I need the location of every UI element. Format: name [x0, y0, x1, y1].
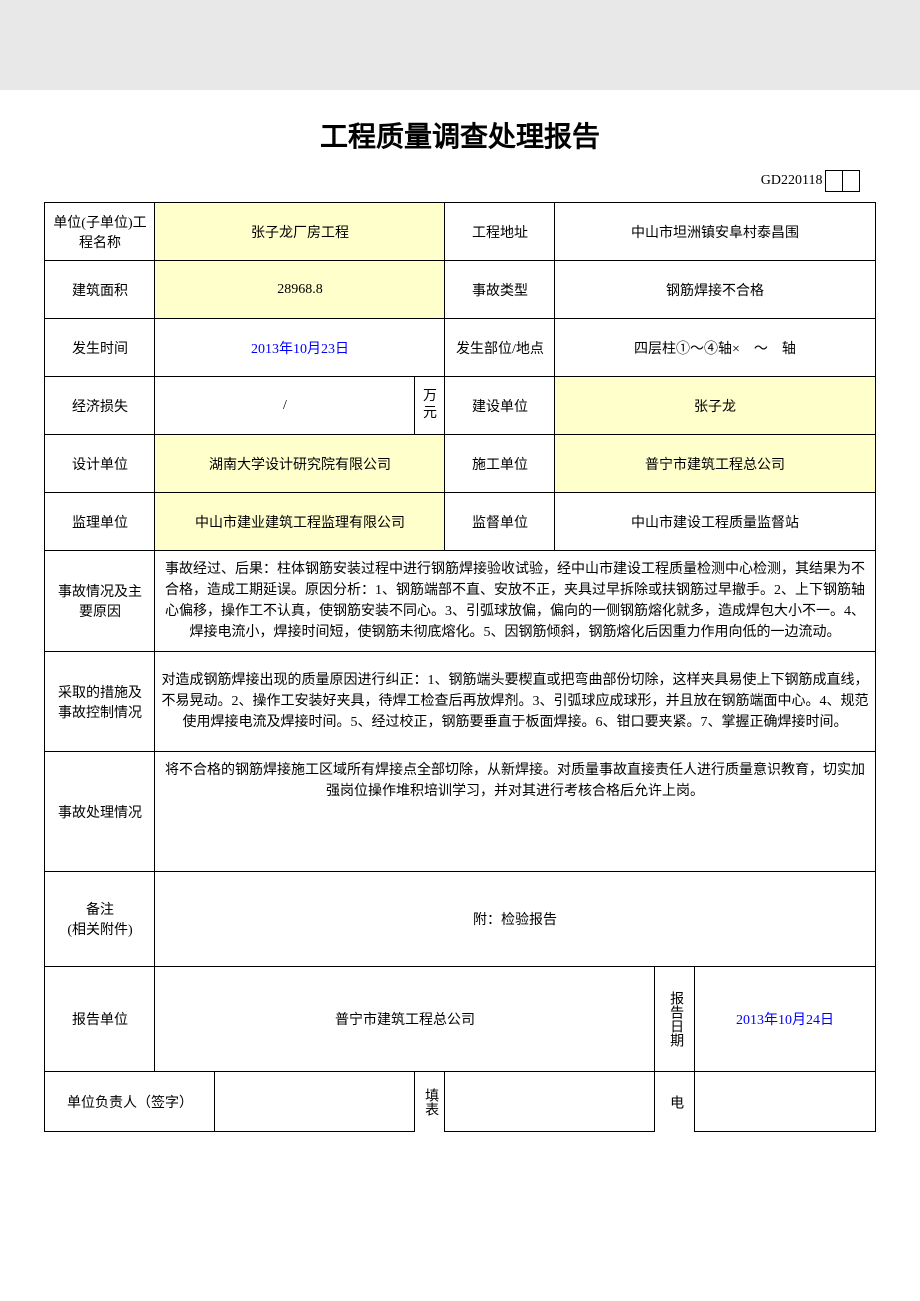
value-unit-name: 张子龙厂房工程 — [155, 203, 445, 261]
value-design-unit: 湖南大学设计研究院有限公司 — [155, 435, 445, 493]
row-situation: 事故情况及主要原因 事故经过、后果：柱体钢筋安装过程中进行钢筋焊接验收试验，经中… — [45, 551, 875, 652]
row-unit-name: 单位(子单位)工程名称 张子龙厂房工程 工程地址 中山市坦洲镇安阜村泰昌围 — [45, 203, 875, 261]
label-fill-form: 填表 — [415, 1072, 445, 1132]
value-measures: 对造成钢筋焊接出现的质量原因进行纠正：1、钢筋端头要楔直或把弯曲部份切除，这样夹… — [155, 652, 875, 752]
label-location: 发生部位/地点 — [445, 319, 555, 377]
label-responsible-sign: 单位负责人（签字） — [45, 1072, 215, 1132]
label-measures: 采取的措施及事故控制情况 — [45, 652, 155, 752]
label-report-unit: 报告单位 — [45, 967, 155, 1072]
value-location: 四层柱①～④轴× ～ 轴 — [555, 319, 875, 377]
value-loss: / — [155, 377, 415, 435]
row-time: 发生时间 2013年10月23日 发生部位/地点 四层柱①～④轴× ～ 轴 — [45, 319, 875, 377]
value-construction-unit: 张子龙 — [555, 377, 875, 435]
value-report-date: 2013年10月24日 — [695, 967, 875, 1072]
value-phone — [695, 1072, 875, 1132]
row-handling: 事故处理情况 将不合格的钢筋焊接施工区域所有焊接点全部切除，从新焊接。对质量事故… — [45, 752, 875, 872]
value-build-unit: 普宁市建筑工程总公司 — [555, 435, 875, 493]
value-remark: 附：检验报告 — [155, 872, 875, 967]
value-handling: 将不合格的钢筋焊接施工区域所有焊接点全部切除，从新焊接。对质量事故直接责任人进行… — [155, 752, 875, 872]
label-design-unit: 设计单位 — [45, 435, 155, 493]
row-supervision: 监理单位 中山市建业建筑工程监理有限公司 监督单位 中山市建设工程质量监督站 — [45, 493, 875, 551]
row-area: 建筑面积 28968.8 事故类型 钢筋焊接不合格 — [45, 261, 875, 319]
label-time: 发生时间 — [45, 319, 155, 377]
value-responsible-sign — [215, 1072, 415, 1132]
label-phone: 电 — [655, 1072, 695, 1132]
row-loss: 经济损失 / 万元 建设单位 张子龙 — [45, 377, 875, 435]
row-remark: 备注 (相关附件) 附：检验报告 — [45, 872, 875, 967]
value-supervision-unit: 中山市建业建筑工程监理有限公司 — [155, 493, 445, 551]
label-address: 工程地址 — [445, 203, 555, 261]
value-situation: 事故经过、后果：柱体钢筋安装过程中进行钢筋焊接验收试验，经中山市建设工程质量检测… — [155, 551, 875, 652]
label-report-date: 报告日期 — [655, 967, 695, 1072]
value-report-unit: 普宁市建筑工程总公司 — [155, 967, 655, 1072]
value-address: 中山市坦洲镇安阜村泰昌围 — [555, 203, 875, 261]
label-accident-type: 事故类型 — [445, 261, 555, 319]
number-boxes — [826, 170, 860, 192]
unit-wan-yuan: 万元 — [415, 377, 445, 435]
row-signature: 单位负责人（签字） 填表 电 — [45, 1072, 875, 1132]
label-loss: 经济损失 — [45, 377, 155, 435]
document-number-row: GD220118 — [0, 170, 920, 202]
row-report-unit: 报告单位 普宁市建筑工程总公司 报告日期 2013年10月24日 — [45, 967, 875, 1072]
report-table: 单位(子单位)工程名称 张子龙厂房工程 工程地址 中山市坦洲镇安阜村泰昌围 建筑… — [44, 202, 875, 1132]
label-build-unit: 施工单位 — [445, 435, 555, 493]
document-title: 工程质量调查处理报告 — [0, 90, 920, 170]
label-supervision-unit: 监理单位 — [45, 493, 155, 551]
label-area: 建筑面积 — [45, 261, 155, 319]
label-construction-unit: 建设单位 — [445, 377, 555, 435]
label-oversight-unit: 监督单位 — [445, 493, 555, 551]
value-fill-form — [445, 1072, 655, 1132]
value-time: 2013年10月23日 — [155, 319, 445, 377]
label-unit-name: 单位(子单位)工程名称 — [45, 203, 155, 261]
label-remark: 备注 (相关附件) — [45, 872, 155, 967]
label-handling: 事故处理情况 — [45, 752, 155, 872]
value-oversight-unit: 中山市建设工程质量监督站 — [555, 493, 875, 551]
top-bar — [0, 0, 920, 90]
row-design: 设计单位 湖南大学设计研究院有限公司 施工单位 普宁市建筑工程总公司 — [45, 435, 875, 493]
label-situation: 事故情况及主要原因 — [45, 551, 155, 652]
document-number: GD220118 — [761, 173, 823, 188]
value-accident-type: 钢筋焊接不合格 — [555, 261, 875, 319]
row-measures: 采取的措施及事故控制情况 对造成钢筋焊接出现的质量原因进行纠正：1、钢筋端头要楔… — [45, 652, 875, 752]
value-area: 28968.8 — [155, 261, 445, 319]
